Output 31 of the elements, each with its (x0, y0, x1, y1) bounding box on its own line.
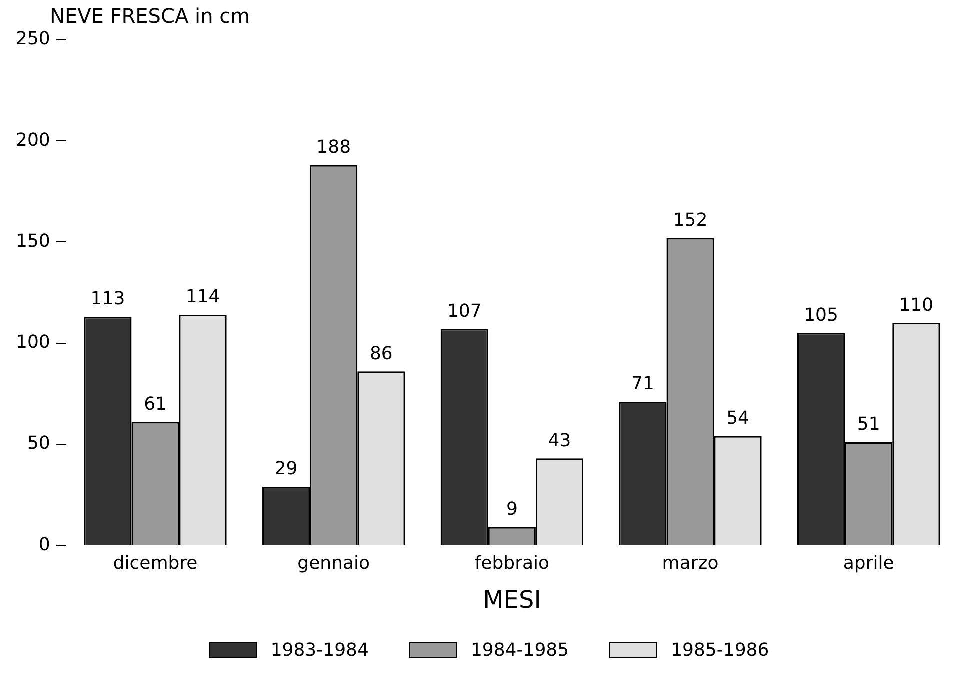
data-label: 61 (144, 394, 167, 415)
y-tick-label: 200 (16, 130, 50, 151)
data-label: 110 (899, 294, 934, 316)
data-label: 71 (632, 374, 654, 395)
data-label: 114 (186, 286, 220, 308)
legend-label: 1985-1986 (671, 640, 770, 660)
y-axis-title: NEVE FRESCA in cm (50, 4, 250, 28)
data-label: 188 (316, 137, 352, 158)
data-label: 107 (447, 300, 482, 322)
y-tick-label: 0 (38, 534, 50, 556)
data-label: 86 (370, 343, 393, 364)
x-tick-label: dicembre (113, 553, 198, 574)
y-tick-label: 250 (16, 28, 50, 50)
data-label: 54 (726, 408, 750, 430)
legend-label: 1983-1984 (270, 640, 369, 660)
data-label: 9 (506, 499, 518, 520)
data-label: 29 (274, 458, 298, 480)
x-tick-label: aprile (843, 553, 894, 574)
data-label: 51 (857, 414, 880, 436)
x-tick-label: gennaio (298, 553, 370, 574)
y-tick-label: 100 (16, 332, 50, 354)
y-tick-label: 50 (27, 433, 50, 454)
data-label: 43 (548, 430, 572, 452)
data-label: 105 (804, 304, 838, 326)
x-axis-title: MESI (483, 586, 542, 614)
data-label: 113 (90, 288, 126, 310)
x-tick-label: marzo (662, 553, 719, 574)
y-tick-label: 150 (16, 230, 50, 252)
x-tick-label: febbraio (474, 553, 550, 574)
data-label: 152 (673, 210, 708, 231)
legend-label: 1984-1985 (470, 640, 570, 660)
